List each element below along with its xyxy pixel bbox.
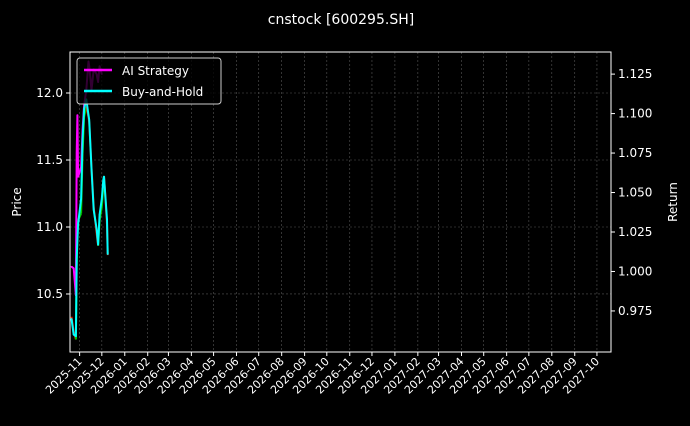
data-point <box>98 213 101 216</box>
left-y-tick-label: 12.0 <box>36 86 63 100</box>
data-point <box>77 223 79 225</box>
left-y-label: Price <box>10 187 24 216</box>
right-y-tick-label: 1.075 <box>618 146 652 160</box>
right-y-tick-label: 1.025 <box>618 225 652 239</box>
data-point <box>80 198 82 200</box>
right-y-tick-label: 1.100 <box>618 107 652 121</box>
legend: AI Strategy Buy-and-Hold <box>76 57 222 105</box>
data-point <box>106 218 108 221</box>
legend-label-ai-strategy: AI Strategy <box>122 64 189 78</box>
data-point <box>101 198 103 200</box>
right-y-label: Return <box>666 182 680 222</box>
data-point <box>102 179 105 181</box>
right-y-axis: 0.975 1.000 1.025 1.050 1.075 1.100 1.125 <box>611 67 652 318</box>
right-y-tick-label: 0.975 <box>618 304 652 318</box>
left-y-tick-label: 11.5 <box>36 153 63 167</box>
chart-title: cnstock [600295.SH] <box>268 12 414 28</box>
left-y-tick-label: 10.5 <box>36 287 63 301</box>
data-point <box>87 114 90 116</box>
data-point <box>88 119 91 121</box>
left-y-axis: 10.5 11.0 11.5 12.0 <box>36 86 70 301</box>
data-point <box>103 175 105 178</box>
x-axis: 2025-112025-122026-012026-022026-032026-… <box>43 352 602 397</box>
data-point <box>70 318 73 320</box>
data-point <box>95 228 98 230</box>
data-point <box>72 267 75 270</box>
data-point <box>83 108 85 110</box>
data-point <box>70 265 73 268</box>
left-y-tick-label: 11.0 <box>36 220 63 234</box>
data-point <box>106 253 109 255</box>
data-point <box>72 333 75 336</box>
legend-box <box>76 57 222 105</box>
data-point <box>75 258 78 260</box>
data-point <box>92 209 95 211</box>
plot-frame <box>69 51 612 353</box>
data-point <box>75 335 77 338</box>
right-y-tick-label: 1.000 <box>618 264 652 278</box>
data-point <box>77 175 79 178</box>
data-point <box>76 114 79 116</box>
legend-label-buy-and-hold: Buy-and-Hold <box>122 85 203 99</box>
series-line-buy-and-hold <box>70 98 109 338</box>
data-point <box>97 243 99 246</box>
right-y-tick-label: 1.050 <box>618 186 652 200</box>
data-point <box>81 138 84 140</box>
right-y-tick-label: 1.125 <box>618 67 652 81</box>
data-point <box>75 152 78 154</box>
data-point <box>76 239 79 241</box>
data-point <box>90 168 93 170</box>
